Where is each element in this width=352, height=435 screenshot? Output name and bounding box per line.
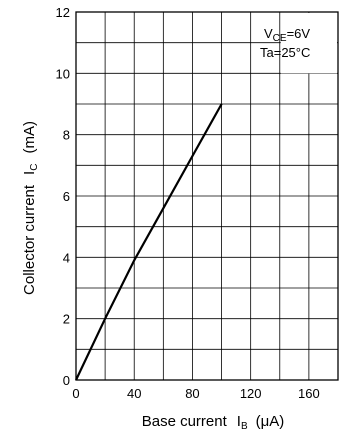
condition-ta: Ta=25°C <box>260 45 310 60</box>
x-tick-label: 160 <box>298 386 320 401</box>
x-tick-label: 0 <box>72 386 79 401</box>
x-tick-label: 120 <box>240 386 262 401</box>
y-tick-label: 8 <box>63 128 70 143</box>
y-tick-label: 10 <box>56 66 70 81</box>
y-axis-label: Collector currentIC(mA) <box>21 121 40 295</box>
y-tick-labels: 0 2 4 6 8 10 12 <box>56 5 70 388</box>
series-line <box>75 103 223 381</box>
y-tick-label: 6 <box>63 189 70 204</box>
condition-vce: VCE=6V <box>264 26 310 44</box>
y-tick-label: 0 <box>63 373 70 388</box>
conditions-box <box>280 13 337 74</box>
y-tick-label: 12 <box>56 5 70 20</box>
y-tick-label: 4 <box>63 250 70 265</box>
x-tick-label: 80 <box>185 386 199 401</box>
x-tick-label: 40 <box>127 386 141 401</box>
plot-frame <box>75 11 339 381</box>
x-axis-label: Base current IB (μA) <box>142 413 285 432</box>
y-tick-label: 2 <box>63 312 70 327</box>
x-tick-labels: 0 40 80 120 160 <box>72 386 319 401</box>
